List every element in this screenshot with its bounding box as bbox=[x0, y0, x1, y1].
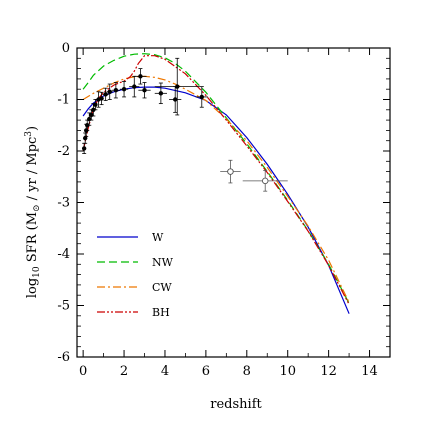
data-point bbox=[220, 159, 241, 184]
data-point bbox=[134, 68, 147, 85]
series-line-cw bbox=[82, 75, 350, 303]
filled-marker bbox=[99, 96, 104, 101]
y-tick-label: -4 bbox=[57, 247, 70, 262]
filled-marker bbox=[121, 87, 127, 92]
legend: W NW CW BH bbox=[97, 231, 174, 319]
series-line-nw bbox=[82, 53, 350, 304]
x-tick-label: 8 bbox=[243, 364, 251, 379]
axis-layer: 0 2 4 6 8 10 12 14 0 -1 -2 -3 -4 -5 -6 bbox=[57, 41, 391, 379]
filled-marker bbox=[172, 97, 178, 102]
filled-marker bbox=[93, 102, 98, 107]
filled-marker bbox=[199, 94, 204, 100]
data-point bbox=[111, 82, 120, 99]
x-tick-label: 4 bbox=[161, 364, 169, 379]
data-point bbox=[195, 86, 208, 108]
y-tick-label: -2 bbox=[57, 144, 70, 159]
data-point bbox=[85, 119, 90, 131]
data-point bbox=[242, 170, 288, 192]
data-point bbox=[91, 103, 96, 117]
filled-marker bbox=[103, 92, 108, 97]
filled-marker bbox=[142, 88, 147, 93]
y-axis-title-sun-sub: ⊙ bbox=[32, 204, 42, 212]
open-marker bbox=[261, 177, 269, 185]
filled-marker bbox=[113, 88, 119, 93]
y-tick-label: -3 bbox=[57, 196, 70, 211]
filled-marker bbox=[138, 74, 143, 79]
data-point bbox=[106, 83, 113, 100]
data-point bbox=[95, 91, 102, 108]
y-axis-title-cube-sup: 3 bbox=[24, 131, 34, 137]
x-axis-title: redshift bbox=[210, 397, 262, 412]
data-point bbox=[93, 99, 98, 111]
legend-label-bh: BH bbox=[152, 306, 170, 319]
filled-marker bbox=[91, 107, 96, 113]
y-axis-title-units: / yr / Mpc bbox=[25, 137, 40, 205]
legend-label-w: W bbox=[152, 231, 164, 244]
filled-marker bbox=[81, 146, 87, 151]
x-tick-label: 6 bbox=[202, 364, 210, 379]
y-tick-label: -1 bbox=[57, 93, 70, 108]
legend-label-nw: NW bbox=[152, 256, 174, 269]
x-tick-label: 0 bbox=[79, 364, 87, 379]
y-axis-title-sfr: SFR (M bbox=[25, 212, 40, 266]
data-point bbox=[82, 132, 88, 144]
filled-marker bbox=[85, 123, 90, 128]
x-tick-label: 2 bbox=[120, 364, 128, 379]
open-marker bbox=[227, 168, 234, 175]
legend-entry: CW bbox=[97, 281, 172, 294]
x-tick-label: 14 bbox=[361, 364, 378, 379]
data-point bbox=[154, 57, 200, 116]
legend-entry: NW bbox=[97, 256, 174, 269]
filled-marker bbox=[175, 84, 180, 89]
data-point bbox=[102, 87, 109, 101]
data-point bbox=[81, 142, 87, 154]
legend-entry: BH bbox=[97, 306, 170, 319]
filled-marker bbox=[107, 89, 112, 94]
filled-marker bbox=[82, 135, 88, 141]
legend-label-cw: CW bbox=[152, 281, 172, 294]
y-axis-title-log: log bbox=[25, 278, 40, 298]
data-layer bbox=[81, 53, 350, 314]
x-tick-label: 12 bbox=[320, 364, 337, 379]
data-point bbox=[119, 81, 129, 98]
y-tick-label: -5 bbox=[57, 299, 70, 314]
y-tick-label: -6 bbox=[57, 350, 70, 365]
y-axis-title: log10 SFR (M⊙ / yr / Mpc3) bbox=[24, 126, 42, 298]
x-tick-label: 10 bbox=[279, 364, 296, 379]
data-point bbox=[154, 82, 168, 105]
series-line-w bbox=[82, 86, 350, 314]
y-axis-title-log-sub: 10 bbox=[32, 266, 42, 278]
filled-marker bbox=[158, 91, 164, 96]
filled-marker bbox=[132, 84, 137, 89]
data-point bbox=[169, 86, 182, 113]
y-tick-label: 0 bbox=[62, 41, 70, 56]
data-point bbox=[99, 91, 104, 106]
filled-marker bbox=[87, 116, 92, 122]
legend-entry: W bbox=[97, 231, 164, 244]
data-point bbox=[138, 82, 151, 99]
data-point bbox=[129, 75, 140, 98]
y-axis-title-close: ) bbox=[25, 126, 40, 131]
series-line-bh bbox=[82, 55, 350, 305]
filled-marker bbox=[89, 112, 94, 118]
